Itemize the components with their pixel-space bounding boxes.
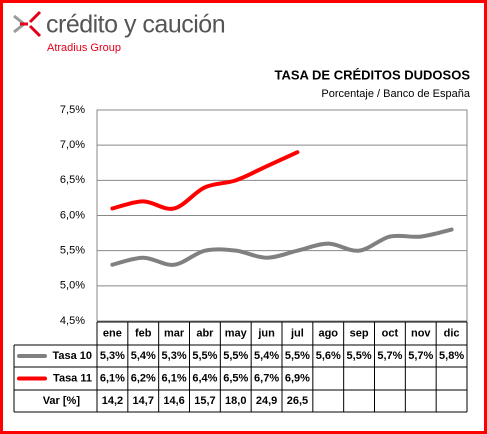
table-value: 14,6 bbox=[163, 395, 184, 407]
x-tick-label: may bbox=[225, 327, 248, 339]
table-value: 6,1% bbox=[162, 372, 187, 384]
logo-icon bbox=[13, 10, 42, 38]
chart-subtitle: Porcentaje / Banco de España bbox=[321, 88, 470, 100]
y-tick-label: 6,5% bbox=[60, 174, 85, 186]
group: Atradius Group bbox=[47, 42, 121, 54]
table-value: 5,8% bbox=[439, 350, 464, 362]
table-value: 5,3% bbox=[100, 350, 125, 362]
table-value: 5,6% bbox=[316, 350, 341, 362]
y-tick-label: 5,0% bbox=[60, 280, 85, 292]
table-value: 5,5% bbox=[285, 350, 310, 362]
x-tick-label: ago bbox=[318, 327, 338, 339]
table-value: 18,0 bbox=[225, 395, 246, 407]
table-value: 14,7 bbox=[133, 395, 154, 407]
table-value: 5,4% bbox=[131, 350, 156, 362]
x-tick-label: mar bbox=[164, 327, 185, 339]
table-value: 5,4% bbox=[254, 350, 279, 362]
x-tick-label: abr bbox=[196, 327, 214, 339]
table-value: 6,2% bbox=[131, 372, 156, 384]
x-tick-label: oct bbox=[382, 327, 399, 339]
y-tick-label: 7,5% bbox=[60, 104, 85, 116]
table-value: 24,9 bbox=[256, 395, 277, 407]
table-value: 6,9% bbox=[285, 372, 310, 384]
table-value: 5,5% bbox=[347, 350, 372, 362]
table-value: 6,1% bbox=[100, 372, 125, 384]
y-tick-label: 5,5% bbox=[60, 245, 85, 257]
brand: crédito y caución bbox=[46, 11, 225, 39]
x-tick-label: jun bbox=[257, 327, 275, 339]
x-tick-label: dic bbox=[444, 327, 460, 339]
x-tick-label: sep bbox=[350, 327, 369, 339]
y-tick-label: 6,0% bbox=[60, 209, 85, 221]
x-tick-label: ene bbox=[103, 327, 122, 339]
legend-label: Tasa 10 bbox=[52, 350, 92, 362]
series-line bbox=[110, 227, 454, 267]
y-tick-label: 7,0% bbox=[60, 139, 85, 151]
table-value: 5,7% bbox=[377, 350, 402, 362]
table-value: 6,5% bbox=[223, 372, 248, 384]
table-value: 14,2 bbox=[102, 395, 123, 407]
table-value: 6,7% bbox=[254, 372, 279, 384]
table-value: 15,7 bbox=[194, 395, 215, 407]
table-value: 5,3% bbox=[162, 350, 187, 362]
table-value: 5,7% bbox=[408, 350, 433, 362]
table-value: 5,5% bbox=[223, 350, 248, 362]
x-tick-label: feb bbox=[135, 327, 152, 339]
table-value: 6,4% bbox=[192, 372, 217, 384]
y-tick-label: 4,5% bbox=[60, 315, 85, 327]
chart-title: TASA DE CRÉDITOS DUDOSOS bbox=[274, 67, 470, 82]
x-tick-label: jul bbox=[290, 327, 304, 339]
x-tick-label: nov bbox=[411, 327, 431, 339]
row-label: Var [%] bbox=[43, 395, 81, 407]
series-line bbox=[110, 150, 300, 211]
legend-label: Tasa 11 bbox=[53, 372, 92, 384]
table-value: 5,5% bbox=[192, 350, 217, 362]
table-value: 26,5 bbox=[287, 395, 308, 407]
